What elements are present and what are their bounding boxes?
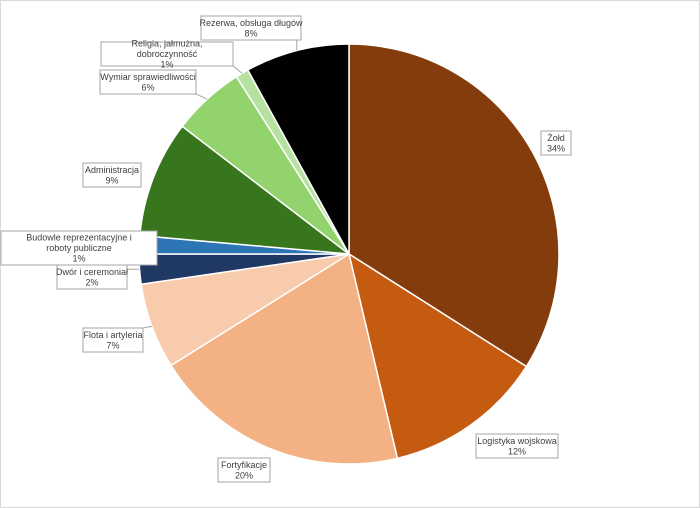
data-label-category: Religia, jałmużna, [131,39,202,49]
data-label-category: Flota i artyleria [83,330,142,340]
data-label-value: 2% [85,277,98,287]
data-label-value: 9% [105,175,118,185]
data-label-category: Fortyfikacje [221,460,267,470]
data-label-category: roboty publiczne [46,243,112,253]
data-label-category: Administracja [85,165,139,175]
pie-slice-zold [348,43,560,368]
pie-slices [138,43,560,465]
data-label-box [200,15,302,41]
data-label-category: Budowle reprezentacyjne i [26,233,132,243]
data-label-box [475,433,559,459]
data-label-box [100,41,234,67]
pie-slice-fortyfikacje [169,252,399,465]
data-label-box [82,162,142,188]
data-label-value: 20% [235,470,253,480]
data-label-value: 1% [72,254,85,264]
data-label-category: Żołd [547,133,565,143]
data-label-category: Rezerwa, obsługa długów [199,18,303,28]
pie-slice-logistyka-wojskowa [347,252,528,460]
data-label-box [99,69,197,95]
data-label-category: Dwór i ceremoniał [56,267,128,277]
pie-slice-rezerwa-obsluga-dlugow [246,43,350,255]
data-label-value: 34% [547,143,565,153]
data-label-box [0,230,158,266]
data-label-value: 12% [508,446,526,456]
data-label-box [540,130,572,156]
data-label-category: Wymiar sprawiedliwości [100,72,195,82]
data-label-value: 7% [106,340,119,350]
data-label-value: 8% [244,28,257,38]
data-label-box [217,457,271,483]
leader-line [195,93,208,100]
data-label-value: 1% [160,60,173,70]
data-label-category: Logistyka wojskowa [477,436,557,446]
data-label-box [56,264,128,290]
data-label-category: dobroczynność [137,49,198,59]
data-label-value: 6% [141,82,154,92]
leader-line [232,65,243,74]
leader-line [142,325,152,329]
data-label-box [82,327,144,353]
